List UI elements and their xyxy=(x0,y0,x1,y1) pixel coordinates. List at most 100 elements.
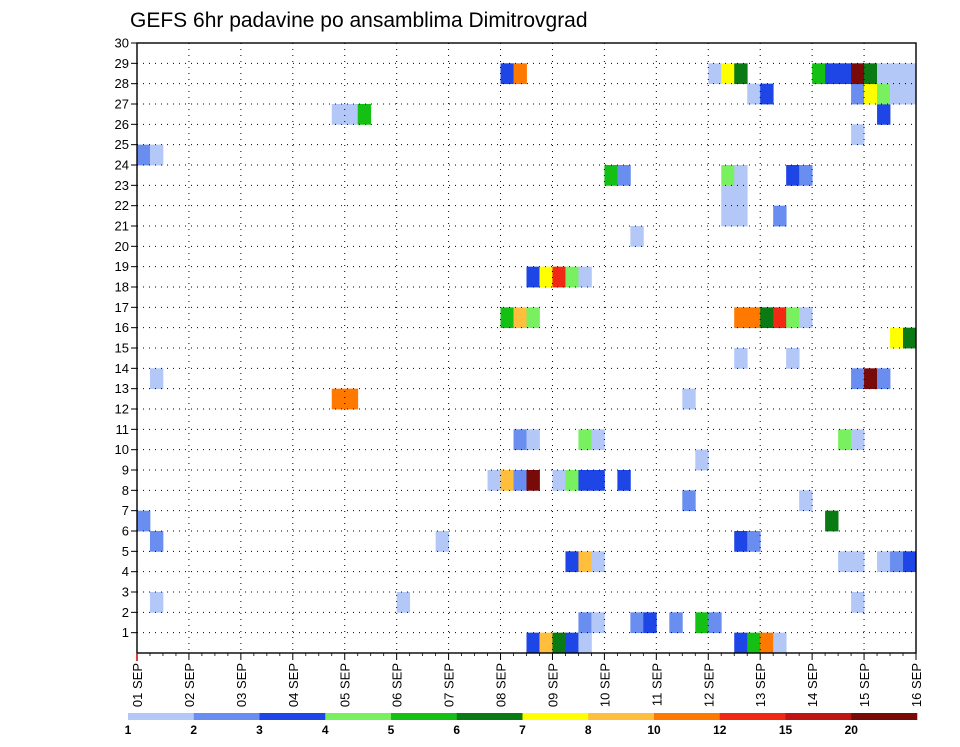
precip-cell xyxy=(526,470,540,491)
legend-label: 20 xyxy=(845,723,859,737)
precip-cell xyxy=(591,612,605,634)
x-tick-label: 06 SEP xyxy=(390,663,405,707)
precip-cell xyxy=(357,104,372,125)
y-tick-label: 9 xyxy=(122,463,129,478)
precip-cell xyxy=(695,449,709,471)
precip-cell xyxy=(500,470,514,491)
precip-cell xyxy=(526,307,540,329)
precip-cell xyxy=(851,592,865,613)
precip-cell xyxy=(617,165,631,186)
precip-cell xyxy=(630,612,644,634)
precip-cell xyxy=(513,307,527,329)
precip-cell xyxy=(890,83,904,105)
precip-cell xyxy=(734,632,748,654)
y-tick-label: 17 xyxy=(115,300,129,315)
precip-cell xyxy=(695,612,709,634)
y-tick-label: 10 xyxy=(115,442,129,457)
precip-cell xyxy=(331,388,346,410)
precip-cell xyxy=(903,63,917,85)
x-tick-label: 13 SEP xyxy=(753,663,768,707)
y-tick-label: 20 xyxy=(115,239,129,254)
x-tick-label: 05 SEP xyxy=(338,663,353,707)
precip-cell xyxy=(760,307,774,329)
y-tick-label: 8 xyxy=(122,483,129,498)
precip-cell xyxy=(786,307,800,329)
y-tick-label: 26 xyxy=(115,117,129,132)
x-tick-label: 14 SEP xyxy=(805,663,820,707)
x-tick-label: 04 SEP xyxy=(286,663,301,707)
y-tick-label: 7 xyxy=(122,503,129,518)
precip-cell xyxy=(786,348,800,369)
precip-cell xyxy=(526,632,540,654)
y-tick-label: 25 xyxy=(115,137,129,152)
precip-cell xyxy=(903,551,917,573)
legend-label: 7 xyxy=(519,723,526,737)
precip-cell xyxy=(825,63,839,85)
y-tick-label: 18 xyxy=(115,280,129,295)
legend-label: 3 xyxy=(256,723,263,737)
precip-cell xyxy=(137,144,151,166)
y-tick-label: 30 xyxy=(115,36,129,51)
precip-cell xyxy=(747,632,761,654)
precip-cell xyxy=(838,63,852,85)
x-tick-label: 10 SEP xyxy=(597,663,612,707)
legend-swatch xyxy=(851,713,918,720)
precip-cell xyxy=(396,592,411,613)
precip-cell xyxy=(799,307,813,329)
precip-cell xyxy=(825,510,839,532)
precip-cell xyxy=(851,124,865,146)
y-tick-label: 13 xyxy=(115,381,129,396)
precip-cell xyxy=(877,368,891,390)
precip-cell xyxy=(565,551,579,573)
precip-cell xyxy=(851,551,865,573)
precip-cell xyxy=(734,531,748,552)
chart-title: GEFS 6hr padavine po ansamblima Dimitrov… xyxy=(130,9,588,32)
precip-cell xyxy=(877,83,891,105)
precip-cell xyxy=(526,429,540,451)
precip-cell xyxy=(747,531,761,552)
legend-label: 4 xyxy=(322,723,329,737)
precip-cell xyxy=(578,470,592,491)
precip-cell xyxy=(734,165,748,186)
precip-cell xyxy=(734,63,748,85)
y-tick-label: 15 xyxy=(115,341,129,356)
precip-cell xyxy=(435,531,449,552)
precip-cell xyxy=(773,205,787,227)
legend-swatch xyxy=(719,713,786,720)
precip-cell xyxy=(565,470,579,491)
precip-cell xyxy=(890,551,904,573)
x-tick-label: 01 SEP xyxy=(130,663,145,707)
precip-cell xyxy=(552,470,566,491)
precip-cell xyxy=(864,368,878,390)
precip-cell xyxy=(812,63,826,85)
precip-cell xyxy=(734,307,748,329)
y-tick-label: 22 xyxy=(115,198,129,213)
precip-cell xyxy=(344,104,359,125)
precip-cell xyxy=(877,63,891,85)
y-tick-label: 23 xyxy=(115,178,129,193)
precip-cell xyxy=(682,490,696,512)
y-tick-label: 3 xyxy=(122,585,129,600)
precip-cell xyxy=(890,327,904,349)
precip-cell xyxy=(903,83,917,105)
precip-cell xyxy=(721,205,735,227)
precip-cell xyxy=(890,63,904,85)
legend-swatch xyxy=(654,713,721,720)
precip-cell xyxy=(578,612,592,634)
y-tick-label: 27 xyxy=(115,97,129,112)
precip-cell xyxy=(526,266,540,288)
x-tick-label: 11 SEP xyxy=(649,663,664,706)
precip-cell xyxy=(539,266,553,288)
precip-cell xyxy=(877,551,891,573)
precip-cell xyxy=(604,165,618,186)
precip-cell xyxy=(851,368,865,390)
legend-swatch xyxy=(193,713,260,720)
precip-cell xyxy=(487,470,501,491)
precip-cell xyxy=(344,388,359,410)
precip-cell xyxy=(721,63,735,85)
precip-cell xyxy=(864,63,878,85)
precip-cell xyxy=(591,470,605,491)
precip-cell xyxy=(799,490,813,512)
precip-cell xyxy=(591,551,605,573)
